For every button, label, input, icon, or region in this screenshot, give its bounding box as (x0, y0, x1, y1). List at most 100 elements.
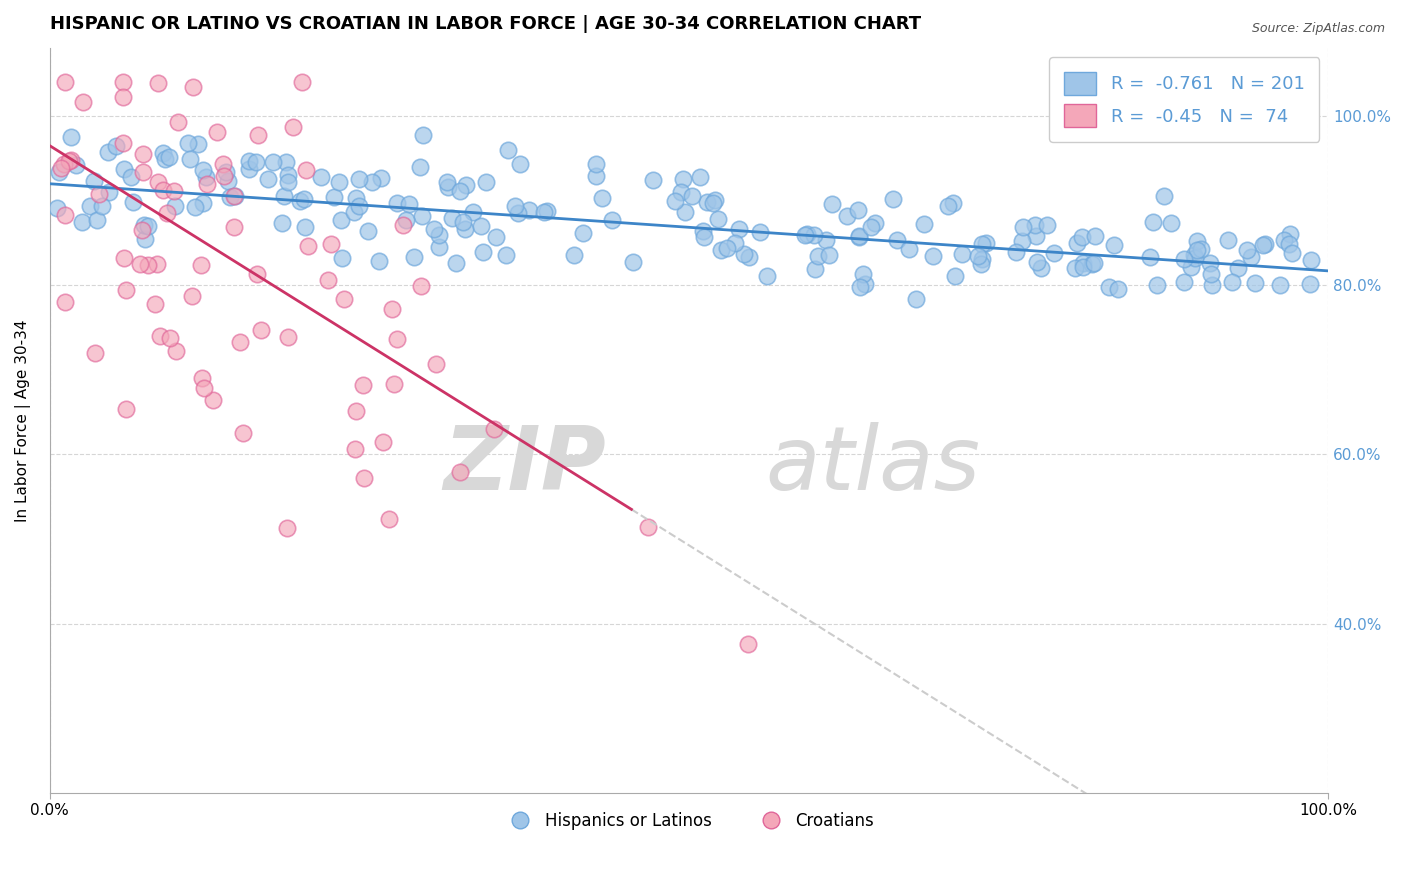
Point (1173, 252, 1195, 267)
Point (707, 212, 730, 227)
Point (344, 190, 367, 204)
Point (276, 521, 298, 535)
Point (112, 75, 135, 89)
Point (49, 161, 72, 175)
Text: atlas: atlas (766, 422, 980, 508)
Point (1160, 216, 1182, 230)
Point (1272, 233, 1295, 247)
Point (938, 199, 960, 213)
Point (357, 224, 380, 238)
Point (409, 160, 432, 174)
Point (181, 289, 204, 303)
Point (1011, 235, 1033, 249)
Point (724, 235, 747, 250)
Point (97, 145, 120, 159)
Point (395, 213, 418, 227)
Point (104, 139, 127, 153)
Point (224, 189, 246, 203)
Point (83, 346, 105, 360)
Point (1146, 278, 1168, 293)
Point (702, 196, 724, 211)
Point (914, 217, 936, 231)
Point (98, 185, 121, 199)
Point (60, 153, 83, 168)
Point (1182, 248, 1205, 262)
Point (943, 268, 966, 283)
Point (1081, 257, 1104, 271)
Point (425, 358, 447, 372)
Point (238, 161, 260, 176)
Point (232, 426, 254, 441)
Point (294, 220, 316, 235)
Point (146, 76, 169, 90)
Point (153, 152, 176, 166)
Point (733, 247, 755, 261)
Point (212, 169, 235, 183)
Point (322, 190, 344, 204)
Point (86, 213, 108, 227)
Point (1025, 229, 1047, 244)
Point (229, 335, 252, 350)
Point (669, 186, 692, 200)
Point (134, 218, 156, 232)
Point (159, 331, 181, 345)
Point (245, 155, 267, 169)
Point (193, 381, 215, 395)
Point (672, 172, 695, 186)
Point (585, 157, 607, 171)
Point (1201, 277, 1223, 292)
Point (1218, 234, 1240, 248)
Point (737, 250, 759, 264)
Point (250, 323, 273, 337)
Point (53, 208, 76, 222)
Text: ZIP: ZIP (443, 422, 606, 508)
Point (1107, 282, 1129, 296)
Point (846, 202, 869, 217)
Point (163, 199, 186, 213)
Point (898, 242, 921, 256)
Point (45, 202, 67, 216)
Point (83, 173, 105, 187)
Point (427, 240, 450, 254)
Point (184, 200, 207, 214)
Point (427, 228, 450, 243)
Point (1035, 218, 1057, 232)
Point (112, 252, 135, 266)
Point (222, 220, 245, 235)
Point (1185, 234, 1208, 248)
Point (166, 114, 188, 128)
Point (131, 222, 153, 236)
Point (347, 172, 370, 186)
Point (143, 297, 166, 311)
Point (1236, 244, 1258, 258)
Point (146, 175, 169, 189)
Point (1301, 253, 1323, 268)
Point (748, 225, 770, 239)
Point (1026, 255, 1049, 269)
Point (572, 227, 595, 241)
Point (1180, 260, 1202, 274)
Point (689, 170, 711, 185)
Point (423, 222, 446, 236)
Point (347, 199, 370, 213)
Point (440, 211, 463, 225)
Point (1173, 275, 1195, 289)
Point (1071, 256, 1094, 270)
Point (201, 392, 224, 407)
Point (848, 230, 870, 244)
Point (1278, 227, 1301, 241)
Point (360, 175, 382, 189)
Point (1299, 277, 1322, 291)
Point (111, 136, 134, 151)
Point (409, 279, 432, 293)
Point (664, 194, 686, 209)
Point (136, 258, 159, 272)
Y-axis label: In Labor Force | Age 30-34: In Labor Force | Age 30-34 (15, 319, 31, 522)
Point (818, 248, 841, 262)
Point (344, 403, 367, 417)
Point (737, 637, 759, 651)
Point (863, 216, 886, 230)
Point (485, 230, 508, 244)
Point (152, 145, 174, 160)
Point (886, 233, 908, 247)
